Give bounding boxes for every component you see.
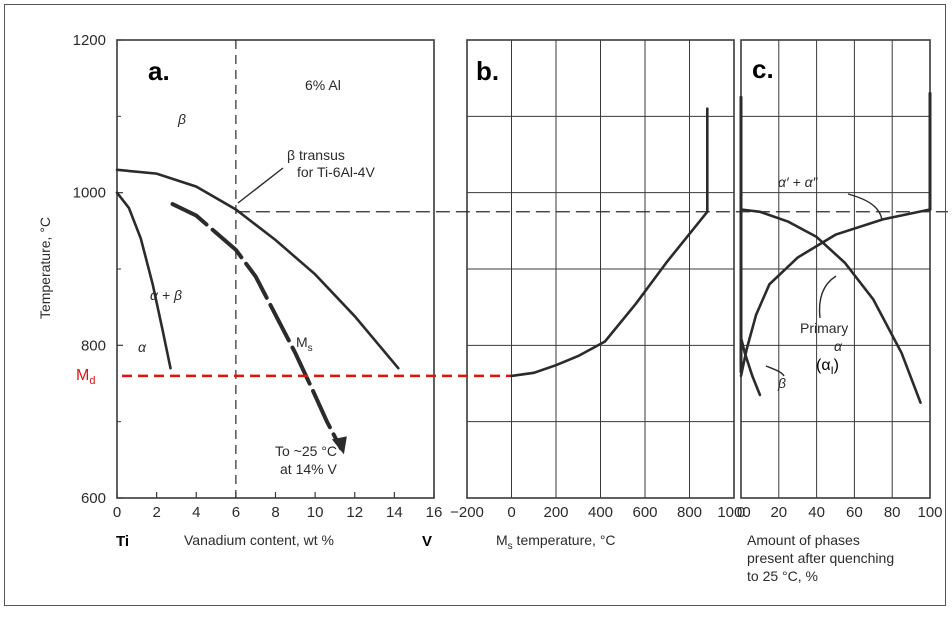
panel-b-x-axis-rest: temperature, °C	[513, 532, 616, 548]
md-subscript: d	[89, 375, 95, 387]
panel-c-x-axis-label-line: Amount of phases	[747, 532, 860, 548]
panel-b-x-tick-label: 800	[677, 504, 702, 521]
panel-a-x-axis-label: Vanadium content, wt %	[184, 532, 334, 548]
panel-a-x-tick-label: 6	[232, 504, 240, 521]
md-label: Md	[76, 367, 95, 387]
panel-a-y-tick-label: 1200	[73, 32, 106, 49]
region-beta-label: β	[177, 111, 186, 127]
beta-leader	[765, 365, 785, 377]
alpha-prime-leader	[847, 193, 883, 221]
panel-a-frame	[116, 39, 435, 499]
series-alpha_boundary	[115, 191, 172, 370]
panel-a-y-tick-label: 1000	[73, 185, 106, 202]
panel-b-x-tick-label: −200	[450, 504, 484, 521]
ms-subscript: s	[308, 343, 313, 354]
primary-leader	[818, 275, 837, 319]
panel-c-x-tick-label: 40	[808, 504, 825, 521]
panel-b-x-tick-label: 200	[543, 504, 568, 521]
to-25c-label-1: To ~25 °C	[275, 443, 337, 459]
beta-label: β	[777, 375, 786, 391]
panel-a-v-label: V	[422, 533, 432, 550]
panel-b-label: b.	[476, 56, 499, 86]
panel-b-x-tick-label: 400	[588, 504, 613, 521]
panel-c-x-tick-label: 100	[917, 504, 942, 521]
panel-a-x-tick-label: 14	[386, 504, 403, 521]
transus-leader	[237, 167, 284, 204]
panel-a-x-tick-label: 0	[113, 504, 121, 521]
panel-c-x-axis-label-line: to 25 °C, %	[747, 568, 818, 584]
panel-b-x-tick-label: 1000	[717, 504, 750, 521]
region-alpha-beta-label: α + β	[150, 287, 182, 303]
alpha-prime-label: α′ + α″	[778, 174, 819, 190]
series-beta	[739, 336, 762, 397]
series-ms_curve	[170, 202, 343, 451]
region-alpha-label: α	[138, 339, 147, 355]
panel-a-x-tick-label: 8	[271, 504, 279, 521]
panel-c-x-tick-label: 0	[737, 504, 745, 521]
panel-a-x-tick-label: 2	[152, 504, 160, 521]
panel-a-y-tick-label: 600	[81, 490, 106, 507]
ms-arrow-head	[331, 436, 347, 455]
alpha-i-subscript: I	[831, 365, 834, 377]
panel-c-x-tick-label: 60	[846, 504, 863, 521]
panel-c-x-tick-label: 80	[884, 504, 901, 521]
panel-b-x-tick-label: 600	[632, 504, 657, 521]
region-ms-label: Ms	[296, 334, 313, 354]
series-alpha_prime_alpha_dp	[739, 208, 932, 378]
panel-a-ti-label: Ti	[116, 533, 129, 550]
panel-a-label: a.	[148, 56, 170, 86]
alpha-i-close: )	[834, 357, 839, 374]
panel-a-y-axis-label: Temperature, °C	[37, 217, 53, 319]
series-ms-temperature	[510, 107, 709, 378]
panel-a-y-tick-label: 800	[81, 337, 106, 354]
panel-a-al-label: 6% Al	[305, 77, 341, 93]
panel-a-x-tick-label: 16	[426, 504, 443, 521]
transus-label-2: for Ti-6Al-4V	[297, 164, 375, 180]
panel-a-x-tick-label: 10	[307, 504, 324, 521]
panel-c-x-axis-label-line: present after quenching	[747, 550, 894, 566]
primary-label: Primary	[800, 320, 848, 336]
transus-label-1: β transus	[287, 147, 345, 163]
panel-a-x-tick-label: 4	[192, 504, 200, 521]
panel-c-x-tick-label: 20	[770, 504, 787, 521]
primary-alpha-label: α	[834, 338, 843, 354]
panel-a-x-tick-label: 12	[346, 504, 363, 521]
panel-b-x-axis-subscript: s	[508, 541, 513, 552]
to-25c-label-2: at 14% V	[280, 461, 337, 477]
panel-b-x-axis-label: Ms temperature, °C	[496, 532, 616, 552]
panel-b-x-tick-label: 0	[507, 504, 515, 521]
series-primary_alpha	[739, 208, 922, 404]
series-beta_transus	[115, 168, 400, 370]
panel-c-label: c.	[752, 54, 774, 84]
alpha-i-label: (αI)	[816, 357, 839, 377]
